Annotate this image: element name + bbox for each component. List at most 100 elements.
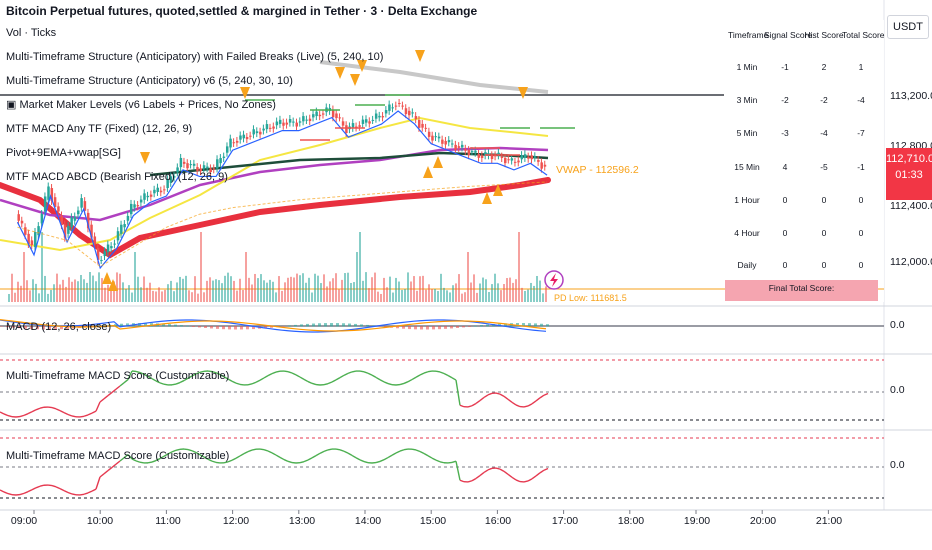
candle-body [305, 119, 308, 121]
indicator-label-pivot-ema-vwap[interactable]: Pivot+9EMA+vwap[SG] [6, 147, 121, 159]
candle-body [394, 105, 398, 107]
volume-bar [515, 279, 517, 302]
score-line-segment [223, 461, 229, 464]
candle-body [179, 157, 183, 168]
volume-bar [509, 277, 511, 302]
macd-histogram-bar [114, 324, 117, 327]
volume-bar [47, 293, 49, 302]
candle-body [401, 105, 404, 107]
score-line-segment [511, 476, 517, 481]
indicator-label-structure-v6[interactable]: Multi-Timeframe Structure (Anticipatory)… [6, 75, 293, 87]
volume-bar [188, 290, 190, 302]
currency-selector-button[interactable]: USDT [887, 15, 929, 39]
score-pane-2-label[interactable]: Multi-Timeframe MACD Score (Customizable… [6, 450, 230, 462]
score-pane-1-label[interactable]: Multi-Timeframe MACD Score (Customizable… [6, 370, 230, 382]
candle-body [414, 116, 418, 120]
score-line-segment [363, 371, 369, 374]
macd-histogram-bar [198, 326, 201, 328]
time-axis-label: 10:00 [86, 515, 114, 527]
table-cell: -4 [820, 128, 828, 138]
candle-body [37, 226, 40, 236]
volume-bar [434, 288, 436, 302]
volume-bar [224, 275, 226, 302]
macd-histogram-bar [450, 326, 453, 329]
candle-body [133, 204, 136, 208]
score-line-segment [467, 480, 473, 483]
score-line-segment [191, 450, 197, 454]
volume-bar [314, 273, 316, 302]
table-cell: 1 [858, 62, 864, 72]
score-line-segment [19, 414, 25, 418]
indicator-label-mtf-macd[interactable]: MTF MACD Any TF (Fixed) (12, 26, 9) [6, 123, 193, 135]
score-line-segment [367, 372, 373, 376]
score-line-segment [427, 370, 433, 373]
score-line-segment [99, 398, 105, 403]
candle-body [288, 119, 292, 123]
volume-bar [155, 291, 157, 302]
macd-histogram-bar [60, 326, 63, 330]
score-line-segment [139, 461, 145, 464]
candle-body [259, 131, 262, 135]
volume-bar [410, 281, 412, 302]
macd-histogram-bar [360, 324, 363, 327]
score-line-segment [227, 378, 233, 382]
score-line-segment [539, 394, 545, 399]
table-header-signal: Signal Score [764, 30, 813, 40]
indicator-label-mtf-macd-abcd[interactable]: MTF MACD ABCD (Bearish Fixed) (12, 26, 9… [6, 171, 228, 183]
candle-body [298, 121, 302, 123]
score-line-segment [455, 379, 461, 406]
candle-body [434, 136, 438, 138]
macd-histogram-bar [222, 326, 225, 330]
score-line-segment [7, 492, 13, 496]
score-line-segment [119, 382, 125, 387]
score-line-segment [499, 393, 505, 397]
candle-body [513, 161, 517, 163]
score-line-segment [0, 489, 5, 493]
volume-bar [236, 290, 238, 302]
score-line-segment [311, 454, 317, 459]
indicator-label-structure-failed-breaks[interactable]: Multi-Timeframe Structure (Anticipatory)… [6, 51, 384, 63]
ema-purple-line [0, 146, 549, 222]
score-line-segment [19, 492, 25, 496]
score-line-segment [399, 382, 405, 386]
time-axis-label: 18:00 [617, 515, 645, 527]
macd-histogram-bar [234, 326, 237, 330]
score-line-segment [35, 485, 41, 489]
score-line-segment [343, 450, 349, 454]
sell-signal-marker [140, 152, 150, 164]
macd-pane-label[interactable]: MACD (12, 26, close) [6, 321, 112, 333]
macd-histogram-bar [48, 326, 51, 330]
volume-bar [461, 293, 463, 302]
volume-bar [134, 252, 136, 302]
candle-body [398, 103, 401, 104]
candle-body [80, 198, 83, 208]
candle-body [404, 108, 408, 115]
time-axis-label: 12:00 [222, 515, 250, 527]
chart-title: Bitcoin Perpetual futures, quoted,settle… [6, 4, 478, 18]
score-line-segment [339, 449, 345, 452]
macd-histogram-bar [0, 326, 3, 327]
table-cell: 4 [782, 162, 788, 172]
macd-histogram-bar [120, 323, 123, 327]
score-line-segment [67, 413, 73, 417]
indicator-label-volume[interactable]: Vol · Ticks [6, 27, 57, 39]
score-line-segment [275, 370, 281, 373]
score-line-segment [239, 383, 245, 386]
candle-body [235, 140, 239, 143]
volume-bar [182, 278, 184, 302]
score-line-segment [351, 370, 357, 373]
candle-body [96, 248, 100, 260]
volume-bar [113, 281, 115, 302]
candle-body [543, 164, 547, 167]
score-line-segment [411, 448, 417, 451]
macd-histogram-bar [180, 325, 183, 327]
score-line-segment [387, 382, 393, 386]
score-line-segment [315, 452, 321, 457]
score-line-segment [503, 395, 509, 400]
indicator-label-market-maker-levels[interactable]: ▣ Market Maker Levels (v6 Labels + Price… [6, 99, 276, 111]
macd-histogram-bar [36, 326, 39, 330]
score-line-segment [3, 413, 9, 417]
score-line-segment [531, 475, 537, 480]
candle-body [510, 158, 514, 161]
